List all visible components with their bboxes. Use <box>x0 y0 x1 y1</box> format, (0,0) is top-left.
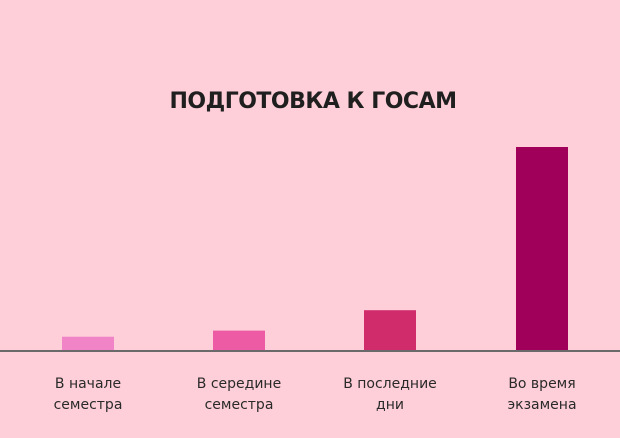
chart-title: ПОДГОТОВКА К ГОСАМ <box>169 89 456 114</box>
category-label-4-line-1: Во время <box>508 376 575 392</box>
bars-group <box>62 147 568 351</box>
bar-3 <box>364 310 416 351</box>
category-label-3-line-1: В последние <box>343 376 437 392</box>
bar-1 <box>62 336 114 351</box>
bar-4 <box>516 147 568 351</box>
category-label-2-line-2: семестра <box>205 397 274 413</box>
category-label-2-line-1: В середине <box>197 376 281 392</box>
category-labels: В начале семестра В середине семестра В посл… <box>54 376 577 413</box>
category-label-3-line-2: дни <box>376 397 404 413</box>
category-label-4-line-2: экзамена <box>507 397 576 413</box>
bar-2 <box>213 330 265 351</box>
category-label-1-line-1: В начале <box>55 376 121 392</box>
category-label-1-line-2: семестра <box>54 397 123 413</box>
